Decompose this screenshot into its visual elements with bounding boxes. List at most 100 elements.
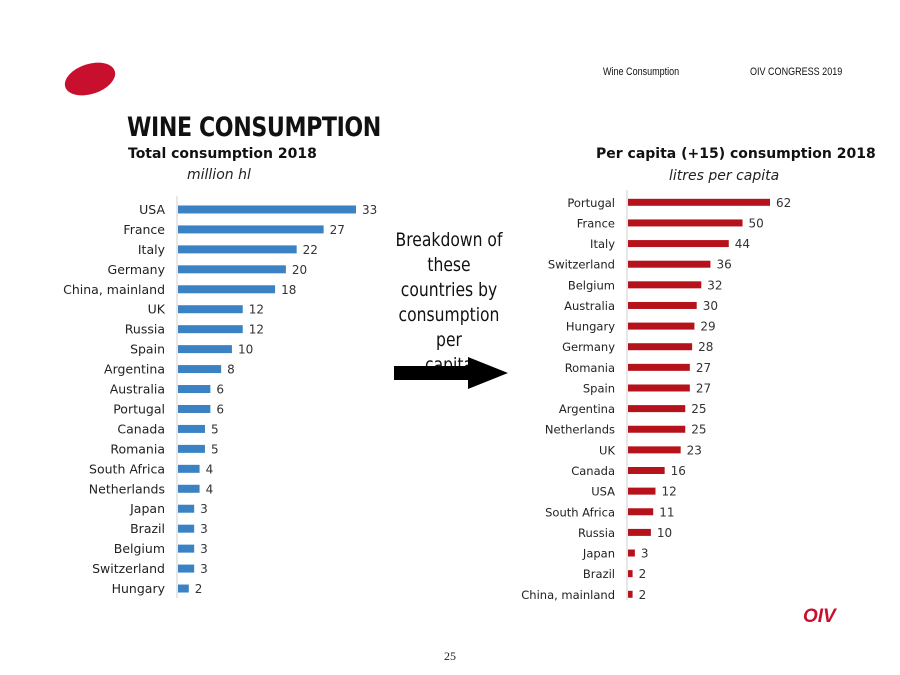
left-bar — [178, 564, 195, 573]
left-bar — [178, 365, 222, 374]
left-bar — [178, 385, 211, 394]
left-category-label: Belgium — [114, 541, 165, 556]
right-bar — [628, 281, 702, 289]
left-value-label: 27 — [330, 223, 345, 237]
left-value-label: 10 — [238, 343, 253, 357]
left-value-label: 2 — [195, 582, 203, 596]
left-category-label: Brazil — [130, 521, 165, 536]
right-bar — [628, 446, 681, 454]
right-category-label: Netherlands — [545, 423, 615, 437]
left-bar — [178, 305, 243, 314]
left-category-label: Japan — [129, 501, 165, 516]
left-category-label: Italy — [138, 242, 166, 257]
right-bar — [628, 322, 695, 330]
right-bar — [628, 198, 770, 206]
right-value-label: 27 — [696, 381, 711, 395]
right-value-label: 3 — [641, 547, 649, 561]
left-value-label: 12 — [249, 303, 264, 317]
right-value-label: 32 — [707, 278, 722, 292]
right-value-label: 16 — [671, 464, 686, 478]
left-bar — [178, 245, 297, 254]
left-chart-title: Total consumption 2018 — [128, 146, 317, 162]
left-category-label: Australia — [110, 382, 165, 397]
right-bar — [628, 467, 665, 475]
right-category-label: Canada — [571, 464, 615, 478]
left-category-label: Portugal — [113, 401, 165, 416]
left-bar — [178, 265, 286, 274]
right-category-label: Spain — [583, 381, 615, 395]
left-category-label: USA — [139, 202, 165, 217]
right-value-label: 62 — [776, 196, 791, 210]
right-category-label: Portugal — [567, 196, 615, 210]
right-bar — [628, 301, 697, 309]
left-category-label: France — [123, 222, 165, 237]
right-bar — [628, 528, 651, 536]
right-value-label: 2 — [639, 567, 647, 581]
right-value-label: 10 — [657, 526, 672, 540]
right-value-label: 29 — [700, 320, 715, 334]
right-category-label: Australia — [564, 299, 615, 313]
left-category-label: China, mainland — [63, 282, 165, 297]
left-bar — [178, 444, 205, 453]
right-category-label: Russia — [578, 526, 615, 540]
right-chart-title: Per capita (+15) consumption 2018 — [596, 146, 876, 162]
annotation-line: consumption per — [398, 304, 500, 351]
right-category-label: Germany — [562, 340, 615, 354]
left-value-label: 33 — [362, 203, 377, 217]
left-value-label: 6 — [216, 402, 224, 416]
right-category-label: Argentina — [559, 402, 615, 416]
right-value-label: 25 — [691, 402, 706, 416]
left-bar — [178, 205, 356, 214]
right-value-label: 23 — [687, 443, 702, 457]
right-value-label: 36 — [716, 258, 731, 272]
left-category-label: Spain — [130, 342, 165, 357]
right-category-label: Brazil — [583, 567, 615, 581]
right-bar — [628, 487, 656, 495]
right-category-label: Belgium — [568, 278, 615, 292]
right-category-label: South Africa — [545, 505, 615, 519]
left-value-label: 3 — [200, 542, 208, 556]
right-value-label: 44 — [735, 237, 750, 251]
annotation-line: Breakdown of — [395, 229, 503, 251]
left-value-label: 6 — [216, 383, 224, 397]
right-value-label: 25 — [691, 423, 706, 437]
right-value-label: 12 — [661, 485, 676, 499]
right-category-label: China, mainland — [521, 588, 615, 602]
left-category-label: UK — [148, 302, 166, 317]
right-category-label: France — [577, 216, 615, 230]
right-bar — [628, 343, 693, 351]
right-bar — [628, 590, 633, 598]
left-bar — [178, 285, 276, 294]
left-value-label: 5 — [211, 442, 219, 456]
right-value-label: 2 — [639, 588, 647, 602]
left-bar — [178, 424, 205, 433]
left-value-label: 4 — [206, 482, 214, 496]
left-category-label: Romania — [110, 441, 165, 456]
right-category-label: Japan — [582, 547, 615, 561]
left-bar — [178, 225, 324, 234]
right-value-label: 27 — [696, 361, 711, 375]
left-value-label: 3 — [200, 522, 208, 536]
right-category-label: Switzerland — [548, 258, 615, 272]
right-category-label: Romania — [565, 361, 615, 375]
left-value-label: 22 — [303, 243, 318, 257]
left-value-label: 12 — [249, 323, 264, 337]
left-category-label: Netherlands — [89, 481, 165, 496]
left-chart-unit: million hl — [187, 167, 251, 183]
left-value-label: 3 — [200, 502, 208, 516]
right-bar — [628, 549, 635, 557]
header-topic: Wine Consumption — [603, 66, 680, 78]
right-bar — [628, 219, 743, 227]
annotation-line: these countries by — [400, 254, 498, 301]
right-bar — [628, 425, 686, 433]
left-category-label: Germany — [108, 262, 166, 277]
left-value-label: 3 — [200, 562, 208, 576]
header-event: OIV CONGRESS 2019 — [750, 66, 843, 78]
left-bar — [178, 504, 195, 513]
right-value-label: 28 — [698, 340, 713, 354]
oiv-brand-mark: OIV — [803, 606, 836, 627]
right-category-label: Italy — [590, 237, 615, 251]
right-category-label: UK — [599, 443, 615, 457]
right-chart-unit: litres per capita — [669, 168, 780, 184]
